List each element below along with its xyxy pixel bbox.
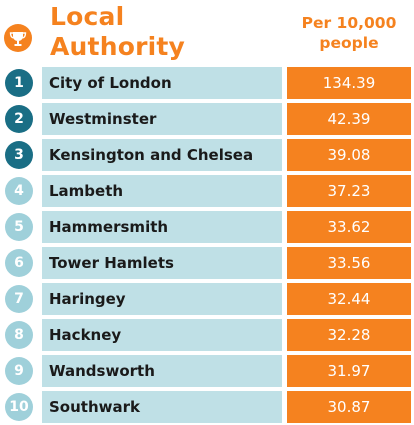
table-row: 2 Westminster 42.39 <box>0 103 414 135</box>
rate-value: 31.97 <box>327 362 371 380</box>
table-row: 3 Kensington and Chelsea 39.08 <box>0 139 414 171</box>
authority-name: City of London <box>49 74 172 92</box>
rank-badge: 1 <box>5 69 33 97</box>
authority-cell: Tower Hamlets <box>42 247 282 279</box>
authority-name: Tower Hamlets <box>49 254 174 272</box>
rate-value: 33.56 <box>327 254 371 272</box>
authority-name: Southwark <box>49 398 140 416</box>
table-row: 6 Tower Hamlets 33.56 <box>0 247 414 279</box>
table-row: 7 Haringey 32.44 <box>0 283 414 315</box>
rate-cell: 32.44 <box>287 283 411 315</box>
authority-cell: City of London <box>42 67 282 99</box>
rank-badge: 5 <box>5 213 33 241</box>
rank-badge: 10 <box>5 393 33 421</box>
authority-cell: Hackney <box>42 319 282 351</box>
rate-cell: 32.28 <box>287 319 411 351</box>
authority-name: Westminster <box>49 110 157 128</box>
authority-name: Hammersmith <box>49 218 169 236</box>
authority-cell: Hammersmith <box>42 211 282 243</box>
authority-cell: Lambeth <box>42 175 282 207</box>
rate-cell: 134.39 <box>287 67 411 99</box>
authority-name: Wandsworth <box>49 362 155 380</box>
authority-name: Haringey <box>49 290 126 308</box>
table-row: 1 City of London 134.39 <box>0 67 414 99</box>
table-row: 8 Hackney 32.28 <box>0 319 414 351</box>
rate-value: 39.08 <box>327 146 371 164</box>
title-line-2: Authority <box>50 32 186 61</box>
rate-cell: 33.56 <box>287 247 411 279</box>
rank-badge: 2 <box>5 105 33 133</box>
rank-badge: 4 <box>5 177 33 205</box>
column-title-rate: Per 10,000 people <box>286 13 412 53</box>
rank-badge: 6 <box>5 249 33 277</box>
rate-value: 32.44 <box>327 290 371 308</box>
column-line-2: people <box>319 34 379 52</box>
table-row: 9 Wandsworth 31.97 <box>0 355 414 387</box>
rate-value: 30.87 <box>327 398 371 416</box>
rate-cell: 31.97 <box>287 355 411 387</box>
rate-cell: 30.87 <box>287 391 411 423</box>
authority-cell: Southwark <box>42 391 282 423</box>
authority-cell: Wandsworth <box>42 355 282 387</box>
table-row: 4 Lambeth 37.23 <box>0 175 414 207</box>
rate-cell: 37.23 <box>287 175 411 207</box>
column-line-1: Per 10,000 <box>301 14 397 32</box>
title-line-1: Local <box>50 2 125 31</box>
table-row: 10 Southwark 30.87 <box>0 391 414 423</box>
rank-badge: 8 <box>5 321 33 349</box>
rate-value: 32.28 <box>327 326 371 344</box>
rank-badge: 7 <box>5 285 33 313</box>
rank-badge: 3 <box>5 141 33 169</box>
authority-name: Hackney <box>49 326 122 344</box>
authority-name: Kensington and Chelsea <box>49 146 254 164</box>
trophy-icon <box>4 24 32 52</box>
rate-cell: 39.08 <box>287 139 411 171</box>
rate-value: 42.39 <box>327 110 371 128</box>
authority-cell: Haringey <box>42 283 282 315</box>
rate-value: 33.62 <box>327 218 371 236</box>
column-title-authority: Local Authority <box>50 2 185 62</box>
table-row: 5 Hammersmith 33.62 <box>0 211 414 243</box>
authority-cell: Westminster <box>42 103 282 135</box>
rank-badge: 9 <box>5 357 33 385</box>
authority-cell: Kensington and Chelsea <box>42 139 282 171</box>
table-header: Local Authority Per 10,000 people <box>0 0 414 70</box>
rate-cell: 33.62 <box>287 211 411 243</box>
rate-value: 37.23 <box>327 182 371 200</box>
rate-cell: 42.39 <box>287 103 411 135</box>
authority-name: Lambeth <box>49 182 124 200</box>
rate-value: 134.39 <box>322 74 376 92</box>
